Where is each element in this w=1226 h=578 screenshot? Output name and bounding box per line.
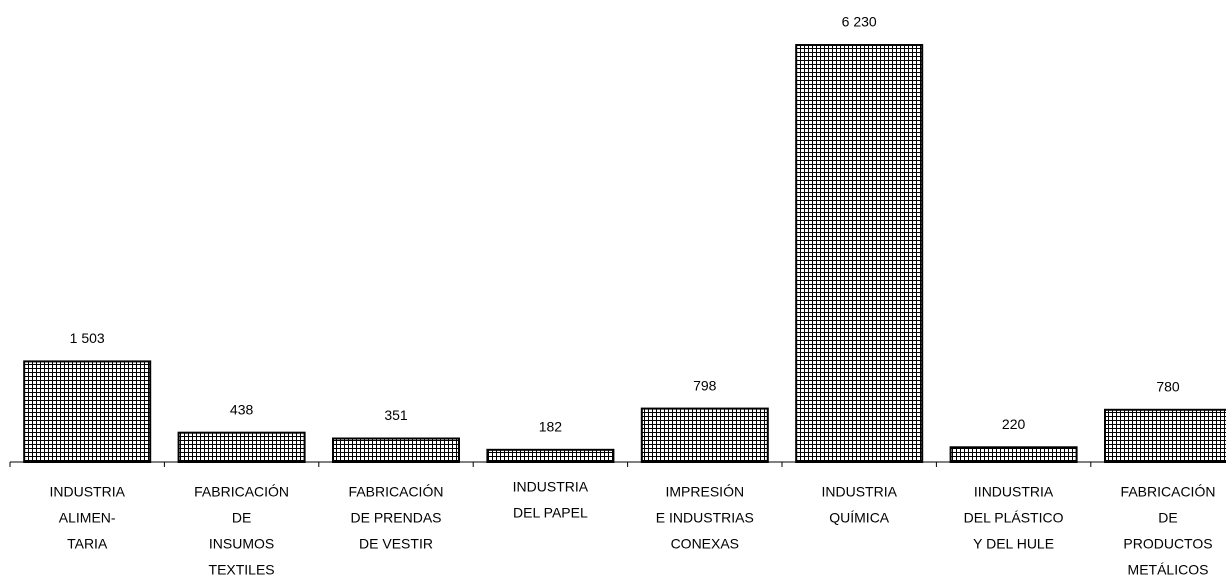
bar — [486, 448, 615, 463]
value-label: 6 230 — [842, 14, 877, 30]
x-tick-label: INDUSTRIA — [49, 484, 125, 500]
x-tick-label: DE — [1158, 510, 1177, 526]
x-tick-label: INDUSTRIA — [821, 484, 897, 500]
x-tick-label: DEL PAPEL — [513, 505, 588, 521]
value-label: 780 — [1156, 378, 1180, 394]
value-label: 182 — [539, 419, 563, 435]
bar — [795, 44, 924, 463]
x-tick-label: E INDUSTRIAS — [656, 510, 754, 526]
x-tick-label: METÁLICOS — [1128, 562, 1209, 578]
x-tick-label: INDUSTRIA — [513, 479, 589, 495]
x-tick-label: CONEXAS — [671, 536, 739, 552]
x-tick-label: TEXTILES — [209, 562, 275, 578]
bar — [640, 407, 769, 463]
x-tick-label: INSUMOS — [209, 536, 274, 552]
value-label: 1 503 — [70, 330, 105, 346]
bar — [949, 446, 1078, 463]
x-tick-label: DEL PLÁSTICO — [964, 510, 1064, 526]
bar — [1104, 408, 1226, 463]
bar — [23, 360, 152, 464]
x-tick-label: FABRICACIÓN — [1121, 484, 1216, 500]
bar — [332, 437, 460, 464]
value-label: 220 — [1002, 416, 1026, 432]
bar — [177, 431, 306, 464]
value-label: 798 — [693, 377, 717, 393]
x-tick-label: DE PRENDAS — [350, 510, 441, 526]
x-tick-label: PRODUCTOS — [1123, 536, 1212, 552]
x-tick-label: DE — [232, 510, 251, 526]
x-tick-label: IINDUSTRIA — [974, 484, 1054, 500]
x-tick-label: DE VESTIR — [359, 536, 433, 552]
value-label: 438 — [230, 401, 254, 417]
x-tick-label: TARIA — [67, 536, 108, 552]
x-tick-label: IMPRESIÓN — [666, 484, 745, 500]
x-tick-label: QUÍMICA — [829, 510, 890, 526]
x-tick-label: FABRICACIÓN — [194, 484, 289, 500]
x-tick-label: ALIMEN- — [59, 510, 116, 526]
value-label: 351 — [384, 407, 408, 423]
x-tick-label: Y DEL HULE — [973, 536, 1054, 552]
x-tick-label: FABRICACIÓN — [349, 484, 444, 500]
